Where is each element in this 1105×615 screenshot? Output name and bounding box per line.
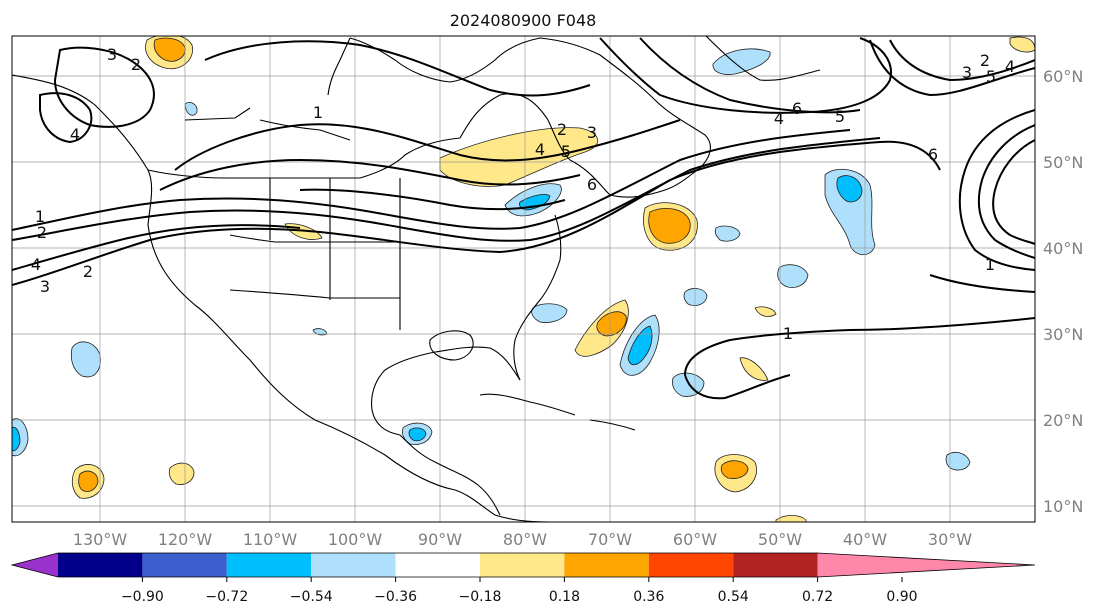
contour-label-1-west: 1 [35,207,45,226]
colorbar-tick-label: 0.90 [886,589,917,605]
colorbar-tick-label: 0.36 [633,589,664,605]
contour-label-2-west: 2 [37,223,47,242]
colorbar-tick-label: −0.90 [121,589,164,605]
contour-label-2-hudson: 2 [557,120,567,139]
colorbar-segment [12,553,58,577]
colorbar-segment [817,553,1035,577]
lat-label: 30°N [1043,325,1083,344]
contour-label-2-ne: 2 [980,51,990,70]
colorbar-segment [395,553,480,577]
lon-label: 110°W [243,530,298,549]
contour-label-2-nw: 2 [131,55,141,74]
contour-label-2-west2: 2 [83,262,93,281]
shade-lightblue-a2 [683,288,708,306]
shade-lightblue-a4 [777,264,809,288]
contour-label-4-ne: 4 [1005,57,1015,76]
lon-label: 90°W [418,530,462,549]
colorbar-tick-label: −0.72 [205,589,248,605]
shade-lightblue-a8 [712,48,771,75]
contour-label-4-hudson: 4 [535,140,545,159]
colorbar-tick-label: −0.54 [290,589,333,605]
shade-orange-topleft [153,37,186,62]
lat-label: 40°N [1043,239,1083,258]
lon-label: 40°W [843,530,887,549]
contour-label-1-east: 1 [985,255,995,274]
shade-yellow-sw2 [168,462,195,485]
graticule [12,36,1035,522]
shade-lightblue-a1 [531,303,568,323]
colorbar-ticks: −0.90 −0.72 −0.54 −0.36 −0.18 0.18 0.36 0.54 0.7… [121,577,918,605]
contour-label-5-hudson: 5 [561,142,571,161]
shade-lightblue-a5 [714,225,741,242]
shade-orange-atlantic1 [596,311,627,337]
contour-label-1-south: 1 [783,324,793,343]
lon-label: 100°W [328,530,383,549]
colorbar-tick-label: 0.18 [549,589,580,605]
colorbar-segment [564,553,649,577]
longitude-axis: 130°W 120°W 110°W 100°W 90°W 80°W 70°W 6… [73,530,972,549]
shade-lightblue-a7 [945,451,971,471]
map-panel: 1 2 4 3 2 3 2 4 1 2 3 4 5 6 6 4 5 3 2 5 … [12,36,1035,522]
contour-label-3-ne: 3 [962,63,972,82]
lon-label: 120°W [158,530,213,549]
colorbar-outline [10,552,1036,578]
lon-label: 70°W [588,530,632,549]
colorbar-segment [142,553,227,577]
map-title: 2024080900 F048 [450,11,597,30]
contour-label-6-ne: 6 [928,145,938,164]
shade-lightblue-a13 [184,102,198,116]
colorbar-segment [226,553,312,577]
colorbar-tick-label: −0.18 [459,589,502,605]
colorbar-segment [58,553,143,577]
shade-lightblue-westpac [70,341,101,378]
contour-label-group: 1 2 4 3 2 3 2 4 1 2 3 4 5 6 6 4 5 3 2 5 … [31,45,1015,343]
contour-label-6-atl: 6 [792,99,802,118]
colorbar-segments [10,552,1036,578]
lon-label: 130°W [73,530,128,549]
contour-label-3-hudson: 3 [587,123,597,142]
colorbar-segment [480,553,565,577]
shade-orange-southcentral [720,460,749,479]
colorbar-segment [733,553,818,577]
lat-label: 10°N [1043,497,1083,516]
contour-lines [12,37,1035,400]
lat-label: 20°N [1043,411,1083,430]
contour-label-4-west: 4 [31,255,41,274]
contour-label-3-nw: 3 [107,45,117,64]
shading-layer [12,36,1035,522]
shade-blue-eastatl [836,175,863,203]
colorbar-tick-label: −0.36 [374,589,417,605]
shade-yellow-a9 [739,357,769,381]
colorbar-segment [648,553,734,577]
colorbar-tick-label: 0.72 [802,589,833,605]
contour-label-6-east: 6 [587,175,597,194]
lon-label: 30°W [928,530,972,549]
lat-label: 60°N [1043,67,1083,86]
contour-label-5-atl: 5 [835,107,845,126]
lat-label: 50°N [1043,153,1083,172]
contour-label-5-ne: 5 [986,67,996,86]
colorbar-segment [311,553,396,577]
shade-blue-a6 [408,427,427,442]
map-frame [11,35,1036,523]
shade-orange-newfoundland [648,207,691,244]
contour-label-1-north: 1 [313,103,323,122]
shade-orange-sw [78,470,99,492]
shade-lightblue-eastatl [824,168,876,256]
lon-label: 80°W [503,530,547,549]
shade-blue-westpac2 [12,426,21,452]
latitude-axis: 60°N 50°N 40°N 30°N 20°N 10°N [1043,67,1083,516]
coastlines [12,36,821,522]
shade-yellow-a10 [754,306,777,317]
colorbar: −0.90 −0.72 −0.54 −0.36 −0.18 0.18 0.36 0.54 0.7… [10,552,1036,605]
shade-blue-atlantic1 [627,325,653,366]
contour-label-4-atl: 4 [774,109,784,128]
lon-label: 60°W [673,530,717,549]
colorbar-tick-label: 0.54 [718,589,749,605]
lon-label: 50°W [758,530,802,549]
contour-label-4-nw: 4 [70,125,80,144]
contour-label-3-west: 3 [40,277,50,296]
